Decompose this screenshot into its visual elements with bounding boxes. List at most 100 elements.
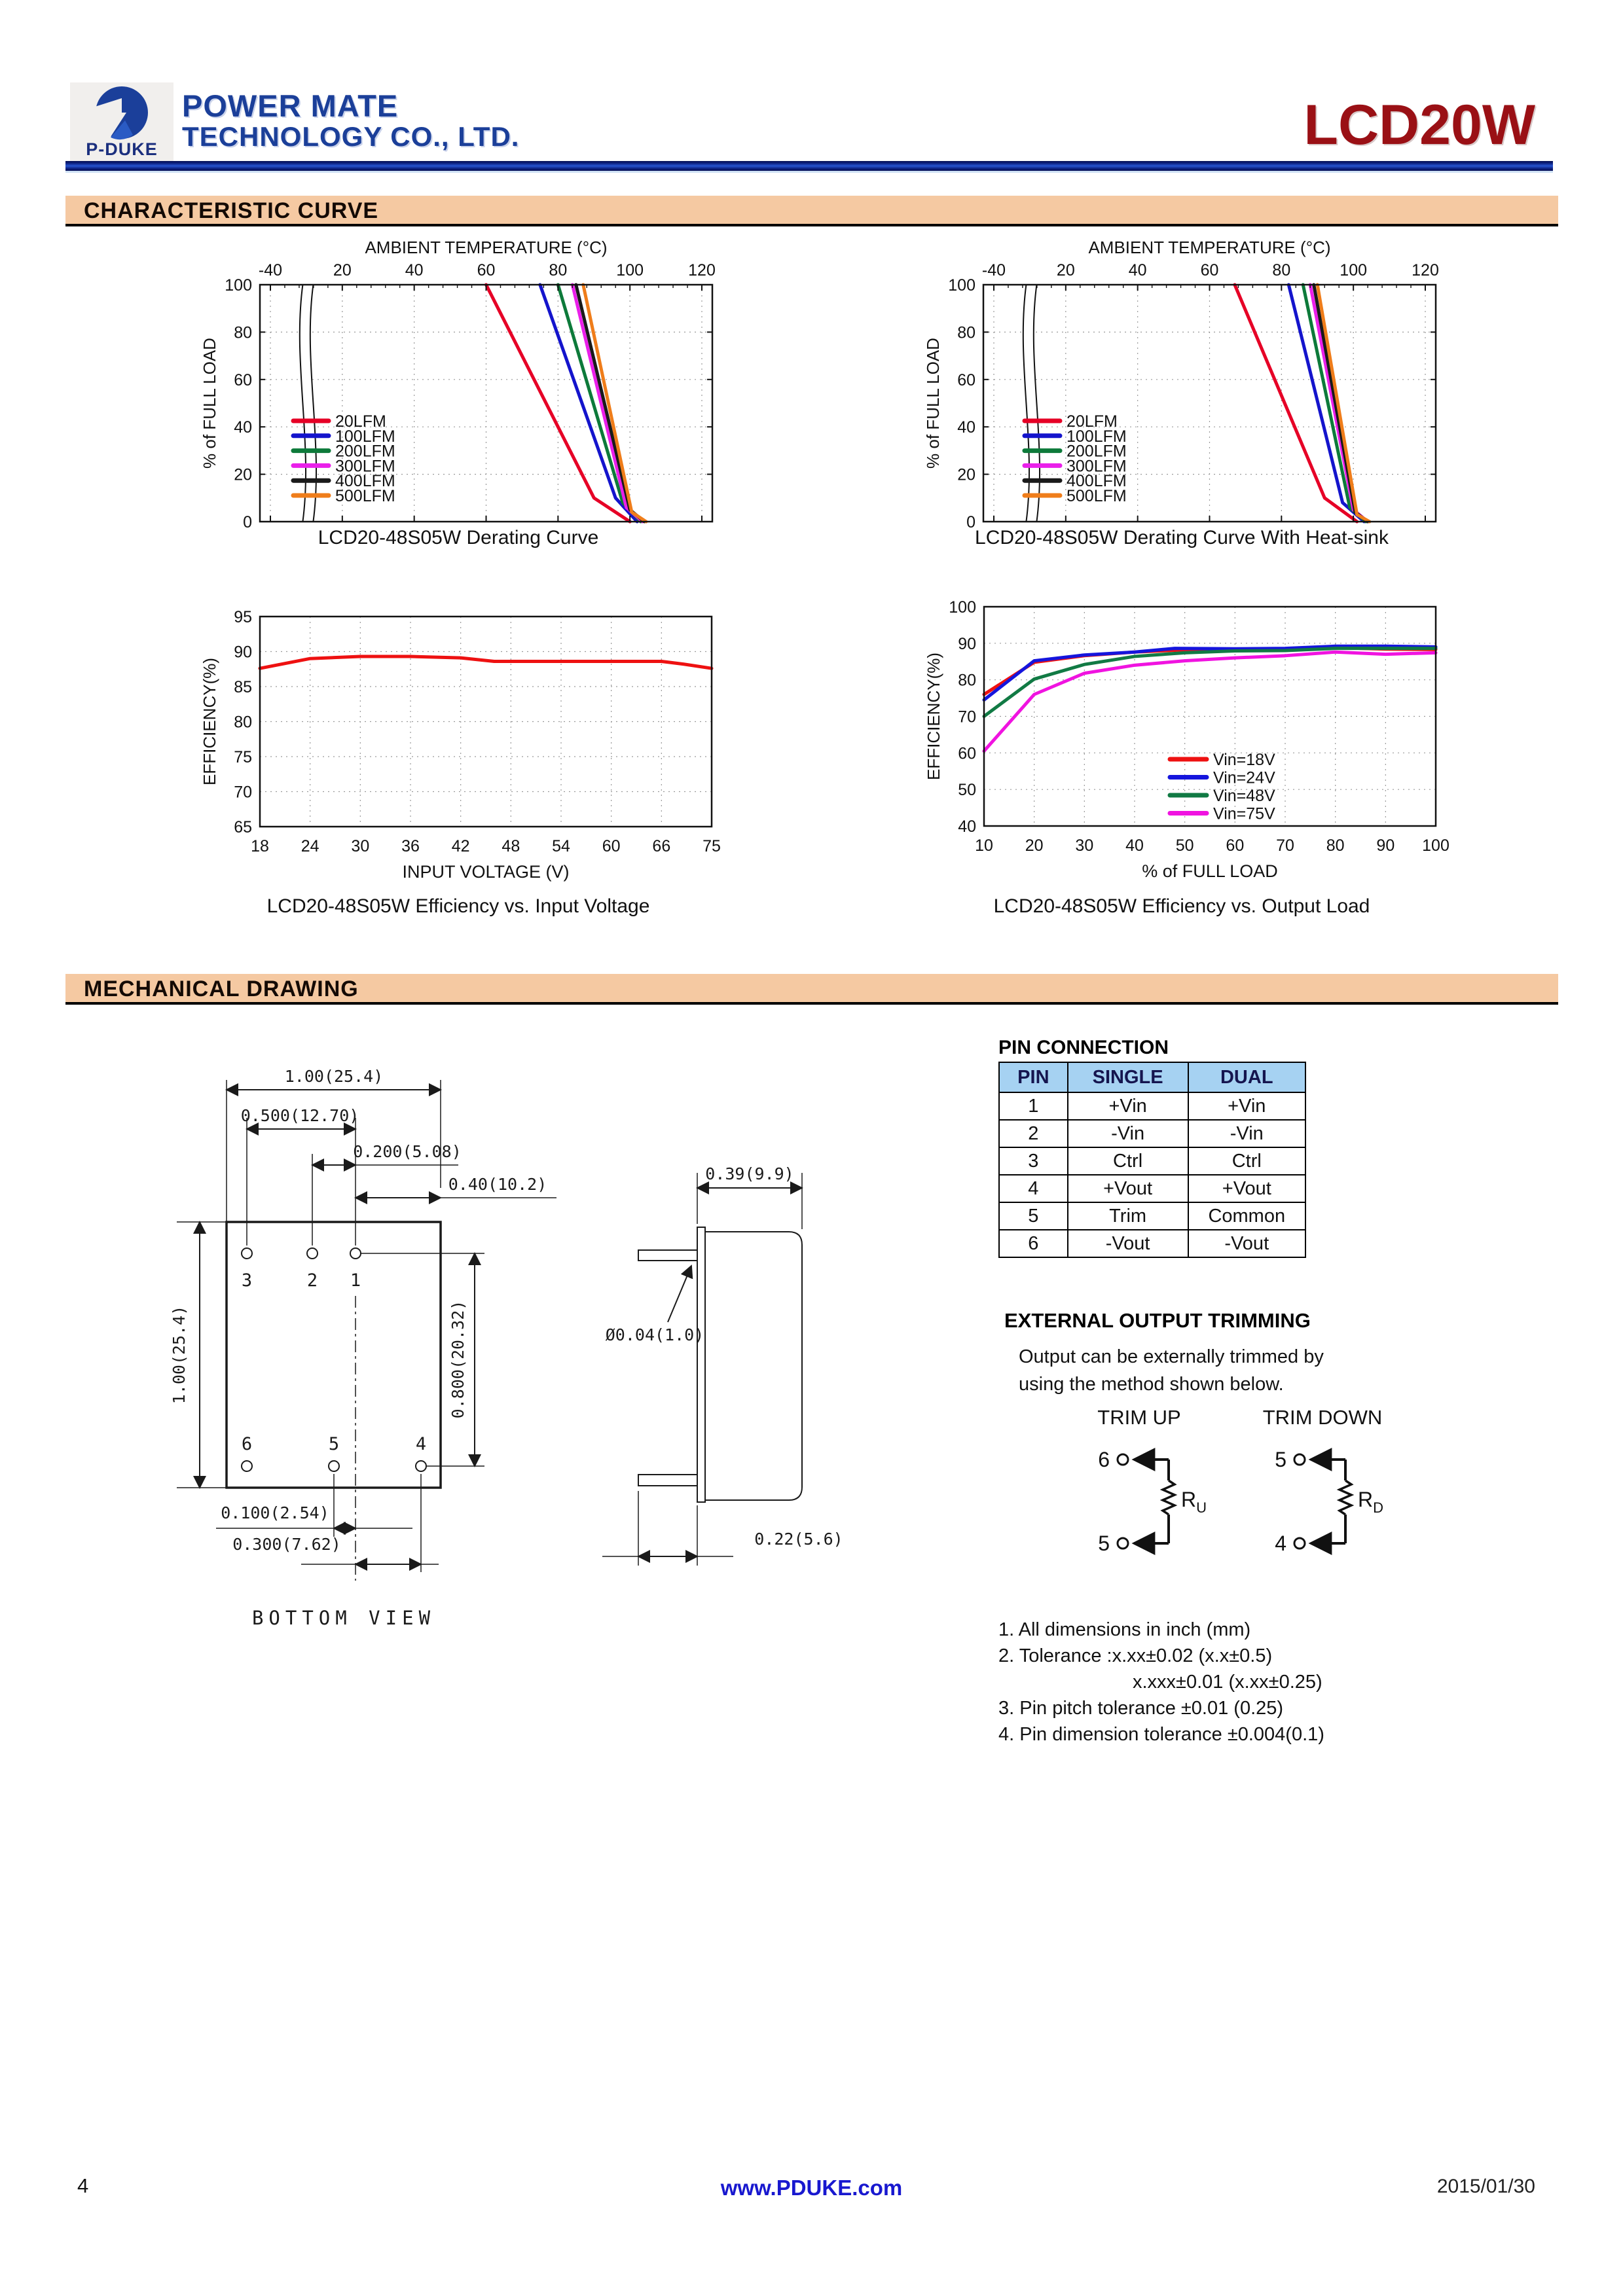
svg-text:20: 20 bbox=[957, 466, 976, 484]
svg-text:100: 100 bbox=[948, 276, 976, 295]
svg-text:60: 60 bbox=[1201, 261, 1219, 279]
svg-text:80: 80 bbox=[234, 713, 252, 732]
caption-derating: LCD20-48S05W Derating Curve bbox=[318, 527, 599, 548]
series-100LFM bbox=[538, 283, 639, 524]
svg-text:90: 90 bbox=[234, 643, 252, 662]
trim-down-resistor-label: RD bbox=[1358, 1488, 1383, 1516]
svg-text:48: 48 bbox=[501, 837, 520, 855]
svg-text:80: 80 bbox=[549, 261, 567, 279]
website-link[interactable]: www.PDUKE.com bbox=[720, 2176, 903, 2200]
trim-down-top-pin: 5 bbox=[1275, 1448, 1286, 1471]
dim-pin-pitch: 0.200(5.08) bbox=[353, 1142, 462, 1161]
svg-text:100: 100 bbox=[949, 598, 976, 617]
pin-table-cell: -Vin bbox=[1067, 1119, 1189, 1148]
svg-text:54: 54 bbox=[552, 837, 570, 855]
x-axis-title: AMBIENT TEMPERATURE (°C) bbox=[365, 238, 607, 257]
dim-width: 1.00(25.4) bbox=[285, 1067, 384, 1086]
trimming-desc-line2: using the method shown below. bbox=[1019, 1374, 1284, 1395]
pin-5-label: 5 bbox=[329, 1434, 339, 1454]
pin-table-row: 2 -Vin -Vin bbox=[998, 1119, 1307, 1148]
trim-down-bottom-pin: 4 bbox=[1275, 1532, 1286, 1555]
svg-text:42: 42 bbox=[452, 837, 470, 855]
pin-table-header: PIN bbox=[998, 1062, 1068, 1093]
dim-pin-dia: Ø0.04(1.0) bbox=[606, 1325, 704, 1344]
svg-text:60: 60 bbox=[957, 371, 976, 389]
svg-text:120: 120 bbox=[688, 261, 716, 279]
caption-efficiency-load: LCD20-48S05W Efficiency vs. Output Load bbox=[993, 895, 1370, 917]
pin-table-header: SINGLE bbox=[1067, 1062, 1189, 1093]
bottom-view-label: BOTTOM VIEW bbox=[252, 1607, 435, 1629]
legend-label: 400LFM bbox=[335, 472, 395, 490]
y-axis-title: % of FULL LOAD bbox=[200, 338, 219, 469]
dim-pin4-offset: 0.300(7.62) bbox=[232, 1535, 341, 1554]
trim-up-label: TRIM UP bbox=[1097, 1406, 1181, 1429]
header-divider bbox=[65, 161, 1553, 173]
svg-text:70: 70 bbox=[234, 783, 252, 802]
series-20LFM bbox=[1233, 283, 1359, 524]
side-body bbox=[704, 1231, 803, 1501]
svg-text:70: 70 bbox=[958, 708, 976, 726]
legend-label: Vin=48V bbox=[1213, 787, 1275, 805]
dim-case-depth: 0.39(9.9) bbox=[705, 1164, 793, 1183]
pin-table-cell: -Vout bbox=[1187, 1229, 1307, 1258]
pin-6-label: 6 bbox=[242, 1434, 252, 1454]
svg-text:100: 100 bbox=[616, 261, 644, 279]
svg-text:60: 60 bbox=[1226, 836, 1244, 855]
svg-text:20: 20 bbox=[1025, 836, 1044, 855]
trimming-description: Output can be externally trimmed by usin… bbox=[1019, 1343, 1324, 1398]
pin-table-cell: 4 bbox=[998, 1174, 1068, 1203]
svg-text:70: 70 bbox=[1276, 836, 1294, 855]
svg-text:30: 30 bbox=[1075, 836, 1093, 855]
svg-text:60: 60 bbox=[602, 837, 621, 855]
svg-text:18: 18 bbox=[251, 837, 269, 855]
dim-pin-row-span: 0.500(12.70) bbox=[241, 1106, 359, 1125]
dim-row-gap: 0.800(20.32) bbox=[448, 1300, 467, 1419]
legend-label: 500LFM bbox=[335, 487, 395, 505]
pin-table-cell: Ctrl bbox=[1187, 1147, 1307, 1175]
svg-text:40: 40 bbox=[1129, 261, 1147, 279]
svg-text:80: 80 bbox=[234, 323, 252, 342]
pin-table-cell: +Vout bbox=[1187, 1174, 1307, 1203]
caption-derating-heatsink: LCD20-48S05W Derating Curve With Heat-si… bbox=[975, 527, 1389, 548]
company-line2: TECHNOLOGY CO., LTD. bbox=[182, 120, 520, 152]
svg-text:100: 100 bbox=[1422, 836, 1450, 855]
svg-text:50: 50 bbox=[958, 781, 976, 799]
svg-text:85: 85 bbox=[234, 678, 252, 696]
legend-label: 300LFM bbox=[335, 457, 395, 475]
pin-table-cell: Trim bbox=[1067, 1202, 1189, 1230]
pin-table-cell: 5 bbox=[998, 1202, 1068, 1230]
pin-table-cell: +Vin bbox=[1067, 1092, 1189, 1121]
note-3: 3. Pin pitch tolerance ±0.01 (0.25) bbox=[998, 1698, 1284, 1719]
pin-table-cell: 1 bbox=[998, 1092, 1068, 1121]
svg-text:50: 50 bbox=[1176, 836, 1194, 855]
company-name: POWER MATE TECHNOLOGY CO., LTD. bbox=[182, 90, 519, 151]
series-200LFM bbox=[556, 283, 643, 524]
x-axis-title: INPUT VOLTAGE (V) bbox=[402, 862, 569, 882]
y-axis-title: % of FULL LOAD bbox=[923, 338, 943, 469]
svg-text:20: 20 bbox=[1057, 261, 1075, 279]
page-number: 4 bbox=[77, 2174, 89, 2197]
legend-label: Vin=18V bbox=[1213, 751, 1275, 769]
pin-table-cell: Ctrl bbox=[1067, 1147, 1189, 1175]
chart-efficiency-load: 10 20 30 40 50 60 70 80 90 100 % of FULL LOAD 40 50 6… bbox=[920, 592, 1450, 920]
svg-text:66: 66 bbox=[652, 837, 670, 855]
x-axis-title: % of FULL LOAD bbox=[1142, 861, 1278, 881]
svg-text:-40: -40 bbox=[259, 261, 282, 279]
series-500LFM bbox=[581, 283, 648, 524]
pin-table-cell: +Vin bbox=[1187, 1092, 1307, 1121]
pin-table-row: 3 Ctrl Ctrl bbox=[998, 1147, 1307, 1175]
mechanical-drawing: 1.00(25.4) 0.500(12.70) 0.200(5.08) 0.40… bbox=[170, 1067, 843, 1629]
note-1: 1. All dimensions in inch (mm) bbox=[998, 1619, 1251, 1640]
svg-text:60: 60 bbox=[477, 261, 496, 279]
svg-text:75: 75 bbox=[234, 748, 252, 766]
note-2: 2. Tolerance :x.xx±0.02 (x.x±0.5) bbox=[998, 1645, 1273, 1666]
svg-text:75: 75 bbox=[702, 837, 721, 855]
svg-text:80: 80 bbox=[1272, 261, 1290, 279]
dim-pin-len: 0.22(5.6) bbox=[754, 1530, 843, 1549]
pin-table-row: 4 +Vout +Vout bbox=[998, 1174, 1307, 1203]
trim-up-bottom-pin: 5 bbox=[1098, 1532, 1110, 1555]
svg-text:60: 60 bbox=[958, 744, 976, 762]
dim-pin-to-edge: 0.40(10.2) bbox=[448, 1175, 547, 1194]
pin-table-cell: 2 bbox=[998, 1119, 1068, 1148]
trimming-title: EXTERNAL OUTPUT TRIMMING bbox=[1004, 1309, 1311, 1332]
